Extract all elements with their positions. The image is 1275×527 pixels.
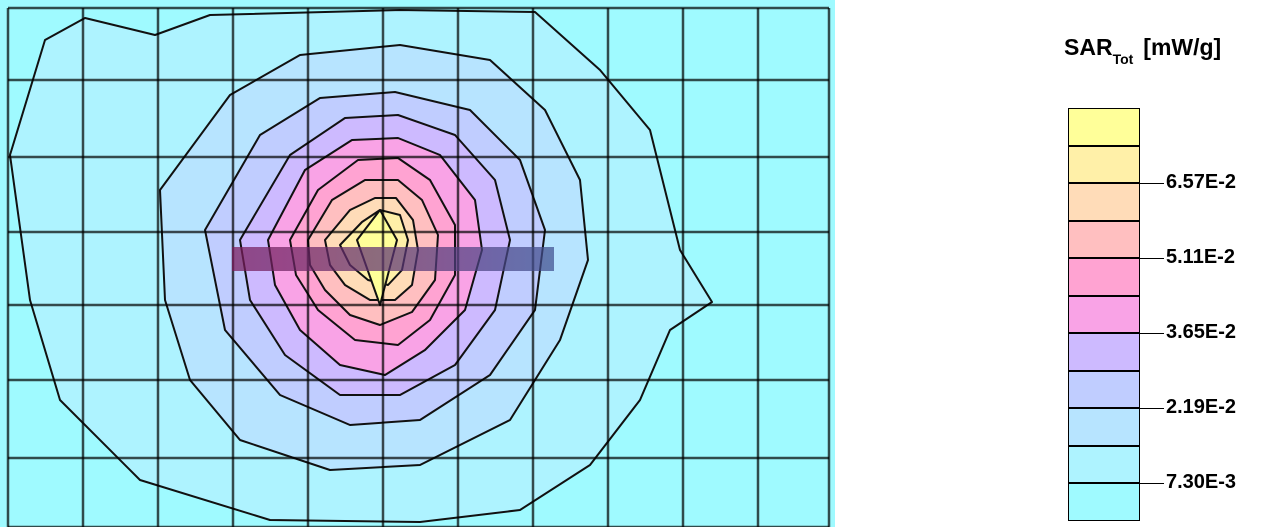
colorbar-title: SARTot [mW/g] (1064, 34, 1222, 67)
colorbar-swatch (1068, 483, 1140, 521)
sar-contour-plot (0, 0, 835, 527)
colorbar-swatch (1068, 220, 1140, 258)
colorbar-tick (1140, 483, 1164, 484)
device-marker-bar (232, 247, 554, 271)
colorbar-tick (1140, 183, 1164, 184)
colorbar-tick-label: 3.65E-2 (1166, 321, 1237, 343)
colorbar-tick (1140, 258, 1164, 259)
colorbar-swatch (1068, 370, 1140, 408)
colorbar-title-subscript: Tot (1112, 51, 1134, 67)
colorbar-tick-label: 2.19E-2 (1166, 396, 1237, 418)
colorbar-tick-label: 6.57E-2 (1166, 171, 1237, 193)
colorbar-swatch (1068, 295, 1140, 333)
colorbar-swatch (1068, 145, 1140, 183)
colorbar-title-main: SAR (1064, 34, 1113, 60)
colorbar-swatch (1068, 445, 1140, 483)
colorbar-swatch (1068, 108, 1140, 146)
colorbar-unit: [mW/g] (1143, 34, 1222, 60)
colorbar-swatch (1068, 333, 1140, 371)
colorbar-swatch (1068, 408, 1140, 446)
colorbar-swatch (1068, 258, 1140, 296)
colorbar-swatch (1068, 183, 1140, 221)
colorbar-tick (1140, 408, 1164, 409)
colorbar-tick-label: 7.30E-3 (1166, 471, 1237, 493)
colorbar-tick-label: 5.11E-2 (1166, 246, 1235, 268)
colorbar-tick (1140, 333, 1164, 334)
